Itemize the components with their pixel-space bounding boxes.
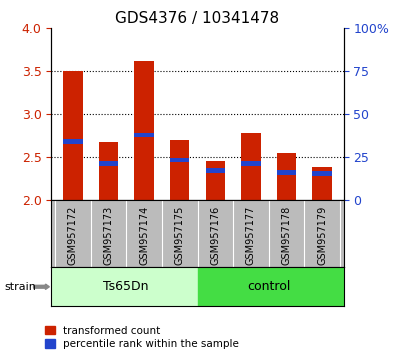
Text: GSM957177: GSM957177 (246, 205, 256, 265)
Bar (312, 171, 332, 176)
Text: GSM957178: GSM957178 (282, 205, 292, 265)
Bar (134, 61, 154, 200)
Bar (99, 143, 118, 200)
Bar (198, 267, 361, 306)
Bar (63, 139, 83, 144)
Legend: transformed count, percentile rank within the sample: transformed count, percentile rank withi… (45, 326, 239, 349)
Bar (312, 167, 332, 200)
Text: control: control (247, 280, 290, 293)
Bar (205, 160, 225, 200)
Text: Ts65Dn: Ts65Dn (103, 280, 149, 293)
Bar (241, 133, 261, 200)
Text: GSM957173: GSM957173 (103, 205, 113, 265)
Text: GSM957175: GSM957175 (175, 205, 185, 265)
Bar (277, 170, 296, 175)
Bar (134, 133, 154, 137)
Bar (170, 140, 190, 200)
Text: GSM957176: GSM957176 (210, 205, 220, 265)
Text: strain: strain (4, 282, 36, 292)
Bar (63, 71, 83, 200)
Bar (277, 153, 296, 200)
Text: GSM957174: GSM957174 (139, 205, 149, 265)
Bar (170, 158, 190, 162)
Bar (205, 168, 225, 172)
Bar (51, 267, 198, 306)
Bar (99, 161, 118, 166)
Text: GSM957179: GSM957179 (317, 205, 327, 265)
Bar (241, 161, 261, 166)
Title: GDS4376 / 10341478: GDS4376 / 10341478 (115, 11, 280, 26)
Text: GSM957172: GSM957172 (68, 205, 78, 265)
